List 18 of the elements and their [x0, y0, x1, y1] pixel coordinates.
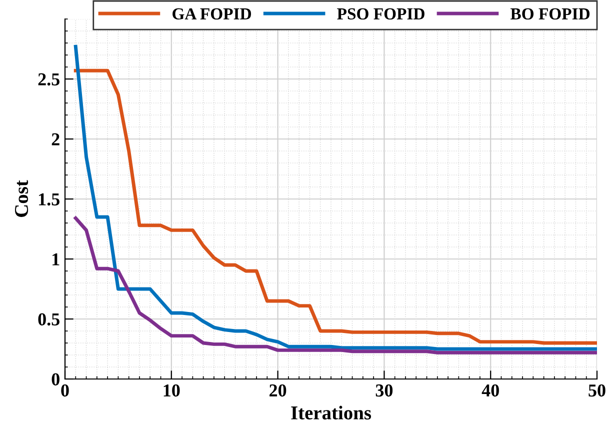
legend-label: BO FOPID — [510, 8, 590, 20]
x-tick-label: 50 — [588, 384, 606, 397]
x-tick-label: 30 — [376, 384, 393, 397]
line-series — [74, 216, 597, 354]
y-tick-label: 0.5 — [38, 313, 60, 326]
y-tick-label: 0 — [52, 373, 60, 386]
y-tick-label: 2.5 — [38, 73, 60, 86]
y-tick-label: 2 — [52, 133, 60, 146]
y-axis-title: Cost — [14, 180, 28, 217]
x-tick-label: 10 — [164, 384, 180, 397]
legend-label: PSO FOPID — [337, 8, 424, 20]
x-tick-label: 40 — [482, 384, 499, 397]
x-tick-label: 20 — [270, 384, 286, 397]
y-tick-label: 1.5 — [39, 193, 60, 206]
legend-label: GA FOPID — [172, 8, 251, 20]
x-tick-label: 0 — [61, 384, 69, 397]
y-tick-label: 1 — [52, 253, 60, 266]
x-axis-title: Iterations — [291, 406, 372, 420]
